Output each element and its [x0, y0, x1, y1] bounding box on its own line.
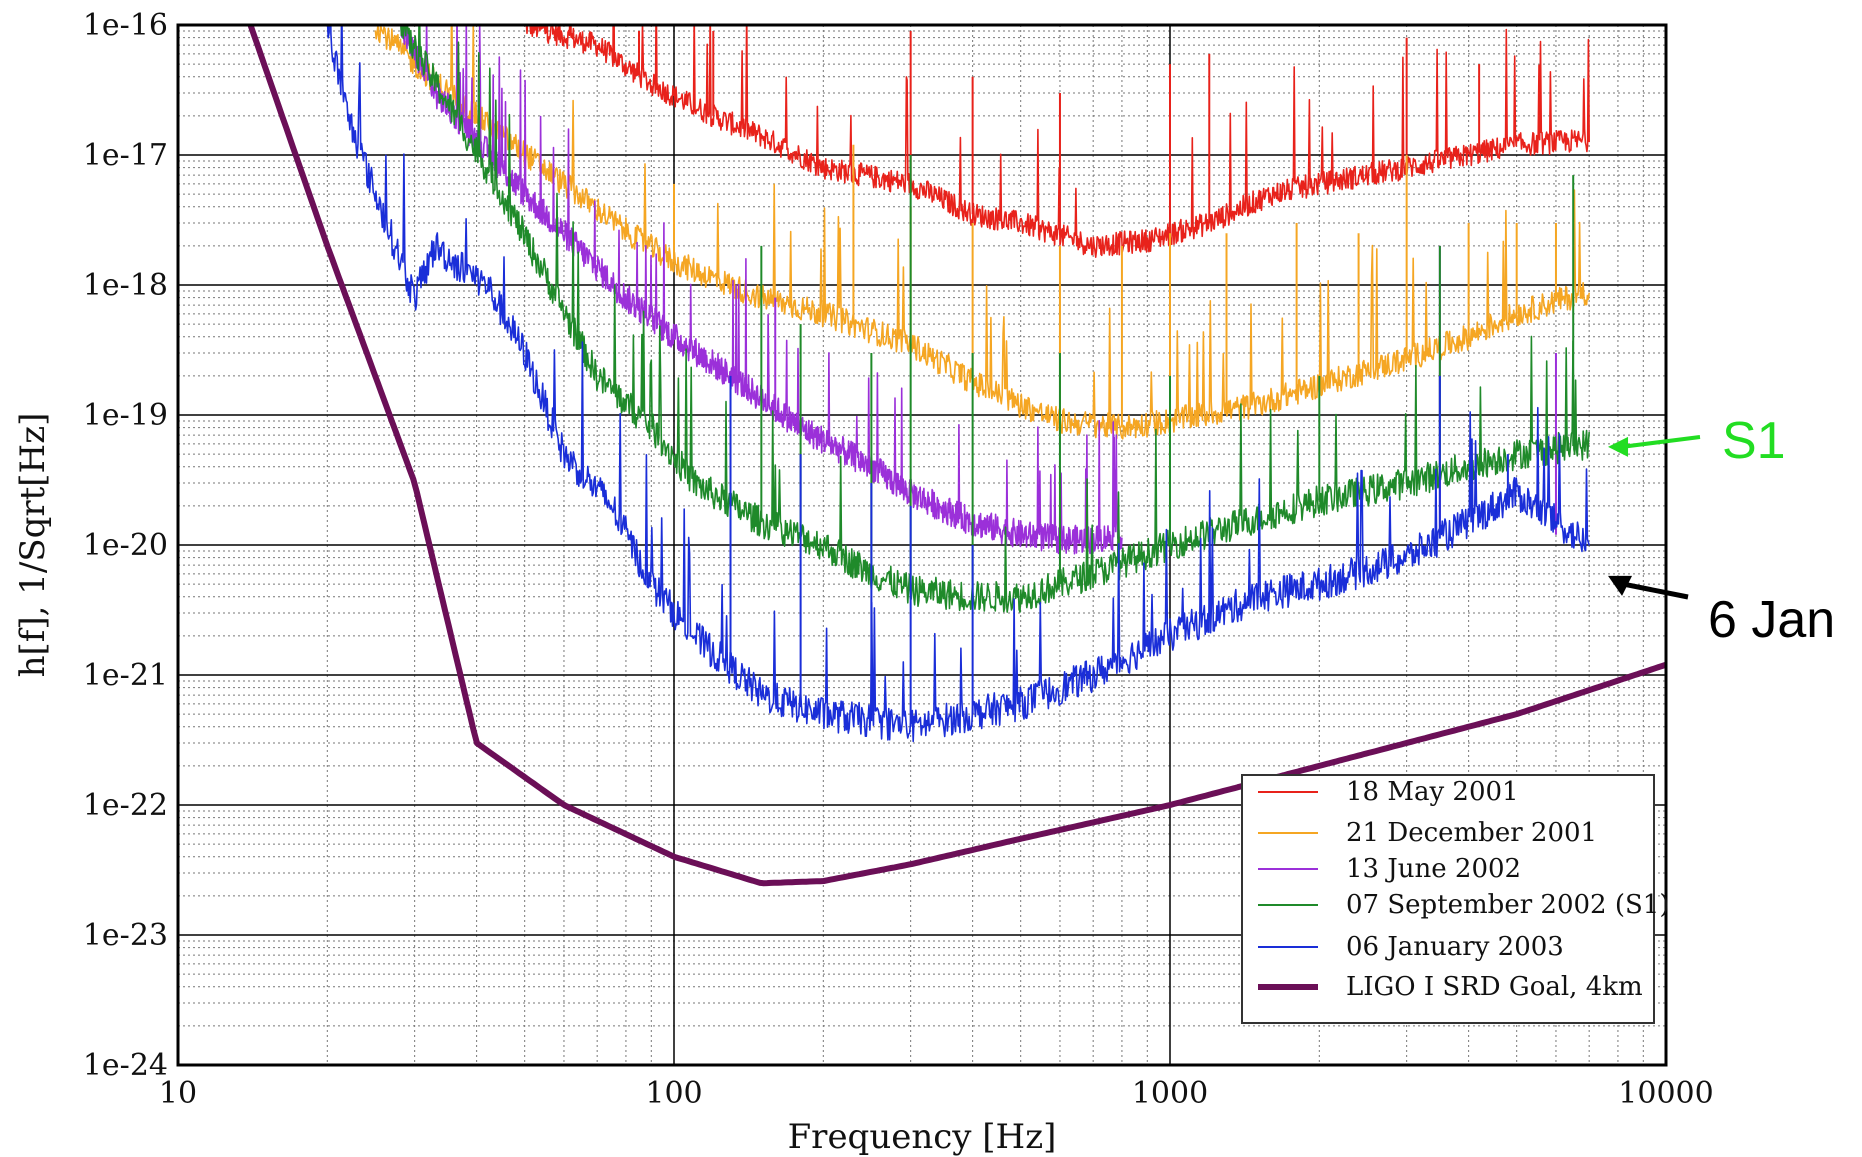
annotations: S1 6 Jan — [1608, 412, 1835, 649]
plot-frame — [176, 23, 1668, 1067]
x-tick-label: 1000 — [1132, 1076, 1208, 1111]
annotation-arrowhead-s1 — [1608, 436, 1629, 457]
y-axis-label: h[f], 1/Sqrt[Hz] — [13, 413, 53, 678]
legend: 18 May 2001 21 December 2001 13 June 2002 0… — [1241, 774, 1669, 1024]
legend-label: 07 September 2002 (S1) — [1346, 890, 1669, 920]
y-tick-label: 1e-21 — [83, 658, 168, 693]
annotation-arrow-s1 — [1621, 435, 1701, 449]
legend-label: 13 June 2002 — [1346, 854, 1521, 884]
y-tick-label: 1e-17 — [83, 138, 168, 173]
x-tick-label: 10000 — [1618, 1076, 1713, 1111]
series-layer — [247, 25, 1666, 887]
legend-box — [1241, 774, 1655, 1024]
y-tick-label: 1e-24 — [83, 1048, 168, 1083]
series-line-ligo-goal — [247, 25, 1666, 887]
legend-label: 21 December 2001 — [1346, 818, 1597, 848]
y-tick-label: 1e-22 — [83, 788, 168, 823]
y-tick-label: 1e-20 — [83, 528, 168, 563]
legend-label: LIGO I SRD Goal, 4km — [1346, 972, 1643, 1002]
annotation-label-6jan: 6 Jan — [1708, 591, 1835, 649]
series-line-0 — [525, 25, 1590, 258]
tick-labels: 10 100 1000 10000 1e-16 1e-17 1e-18 1e-19 1e-20 1… — [83, 8, 1714, 1111]
series-line-3 — [400, 25, 1590, 613]
x-tick-label: 100 — [645, 1076, 702, 1111]
x-axis-label: Frequency [Hz] — [788, 1117, 1057, 1157]
legend-label: 18 May 2001 — [1346, 777, 1519, 807]
x-tick-label: 10 — [159, 1076, 197, 1111]
y-tick-label: 1e-16 — [83, 8, 168, 43]
annotation-arrow-6jan — [1621, 581, 1689, 600]
series-line-4 — [326, 25, 1590, 743]
legend-label: 06 January 2003 — [1346, 932, 1564, 962]
series-line-1 — [374, 25, 1590, 440]
y-tick-label: 1e-18 — [83, 268, 168, 303]
annotation-label-s1: S1 — [1722, 412, 1786, 470]
y-tick-label: 1e-23 — [83, 918, 168, 953]
annotation-arrowhead-6jan — [1608, 575, 1633, 596]
y-tick-label: 1e-19 — [83, 398, 168, 433]
